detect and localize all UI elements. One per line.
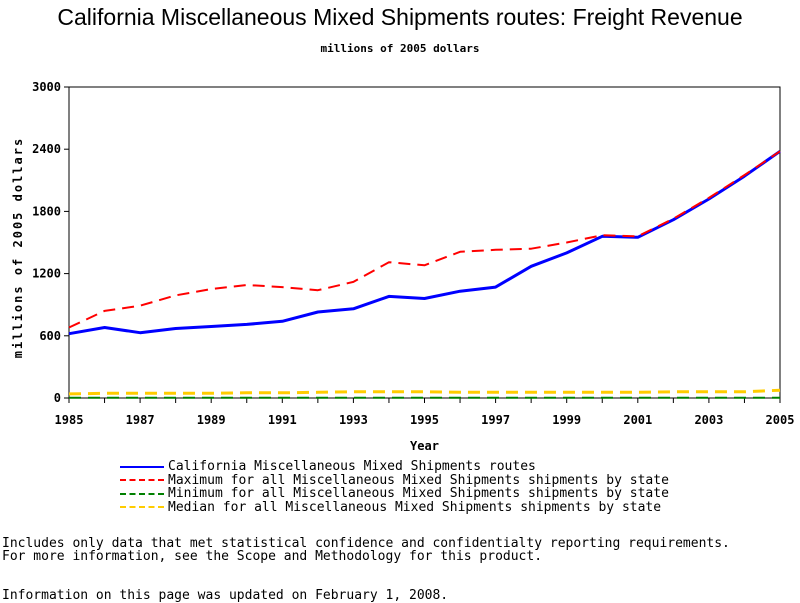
confidence-note: Includes only data that met statistical …: [2, 536, 730, 551]
y-tick-label: 0: [54, 391, 61, 405]
x-tick-label: 2001: [623, 413, 652, 427]
legend-swatch: [120, 479, 164, 482]
legend-swatch: [120, 492, 164, 495]
legend-item: Median for all Miscellaneous Mixed Shipm…: [120, 499, 669, 515]
plot-area: [68, 86, 781, 399]
methodology-note: For more information, see the Scope and …: [2, 549, 543, 564]
x-tick-label: 1987: [126, 413, 155, 427]
y-tick-label: 2400: [32, 142, 61, 156]
x-tick-label: 1995: [410, 413, 439, 427]
series-line-0: [68, 150, 781, 336]
chart-subtitle: millions of 2005 dollars: [320, 42, 480, 55]
y-tick-label: 3000: [32, 80, 61, 94]
legend-label: California Miscellaneous Mixed Shipments…: [168, 459, 536, 474]
x-tick-label: 1997: [481, 413, 510, 427]
x-tick-label: 2005: [766, 413, 795, 427]
legend-item: Minimum for all Miscellaneous Mixed Ship…: [120, 487, 669, 501]
line-chart: 0 600 1200 1800 2400 3000 1985 1987 1989 1991 199…: [11, 80, 795, 453]
updated-note: Information on this page was updated on …: [2, 588, 449, 603]
x-axis-label: Year: [410, 439, 439, 453]
legend-swatch: [120, 465, 164, 468]
series-line-3: [68, 388, 781, 396]
legend-item: Maximum for all Miscellaneous Mixed Ship…: [120, 472, 669, 488]
y-tick-label: 1200: [32, 267, 61, 281]
x-tick-label: 1999: [552, 413, 581, 427]
x-tick-label: 1985: [55, 413, 84, 427]
legend-label: Minimum for all Miscellaneous Mixed Ship…: [168, 486, 669, 501]
x-tick-label: 1993: [339, 413, 368, 427]
chart-title: California Miscellaneous Mixed Shipments…: [57, 4, 743, 30]
series-line-1: [68, 150, 781, 329]
legend: California Miscellaneous Mixed Shipments…: [120, 460, 669, 514]
x-tick-label: 2003: [694, 413, 723, 427]
y-axis-label: millions of 2005 dollars: [11, 137, 25, 358]
x-tick-label: 1989: [197, 413, 226, 427]
legend-item: California Miscellaneous Mixed Shipments…: [120, 460, 669, 474]
legend-label: Maximum for all Miscellaneous Mixed Ship…: [168, 472, 669, 488]
legend-swatch: [120, 506, 164, 509]
legend-label: Median for all Miscellaneous Mixed Shipm…: [168, 499, 662, 515]
x-tick-label: 1991: [268, 413, 297, 427]
y-tick-label: 600: [39, 329, 61, 343]
y-tick-label: 1800: [32, 204, 61, 218]
